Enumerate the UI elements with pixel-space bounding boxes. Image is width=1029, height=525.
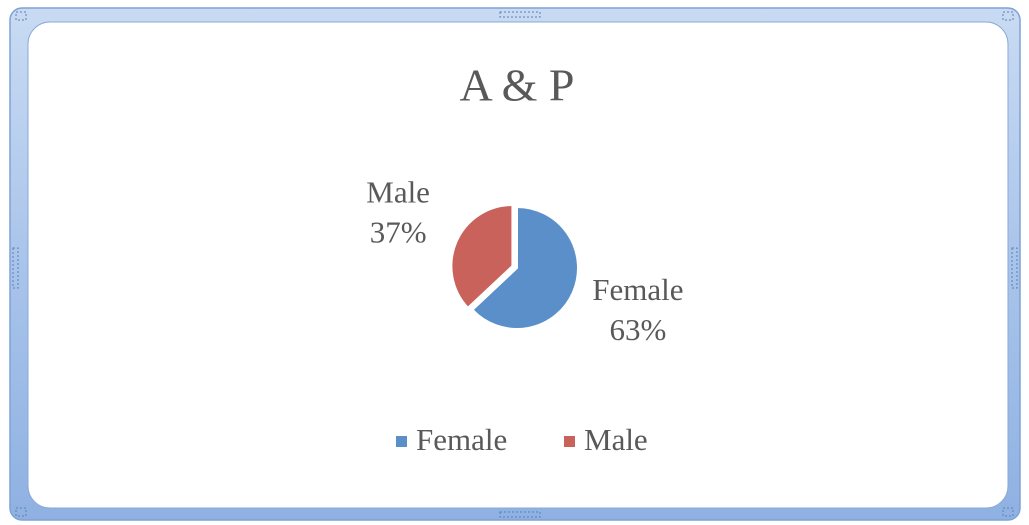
- pie-slice: [450, 204, 514, 310]
- legend-label: Female: [416, 422, 507, 457]
- pie-slice: [471, 205, 579, 330]
- legend-label: Male: [584, 422, 648, 457]
- legend-swatch: [396, 436, 407, 447]
- resize-handles: [12, 11, 1018, 518]
- data-label-value: 63%: [609, 312, 666, 347]
- data-label-value: 37%: [370, 214, 427, 249]
- legend-swatch: [564, 436, 575, 447]
- chart-title: A & P: [459, 60, 574, 111]
- data-label-category: Female: [592, 272, 683, 307]
- data-label-category: Male: [366, 174, 430, 209]
